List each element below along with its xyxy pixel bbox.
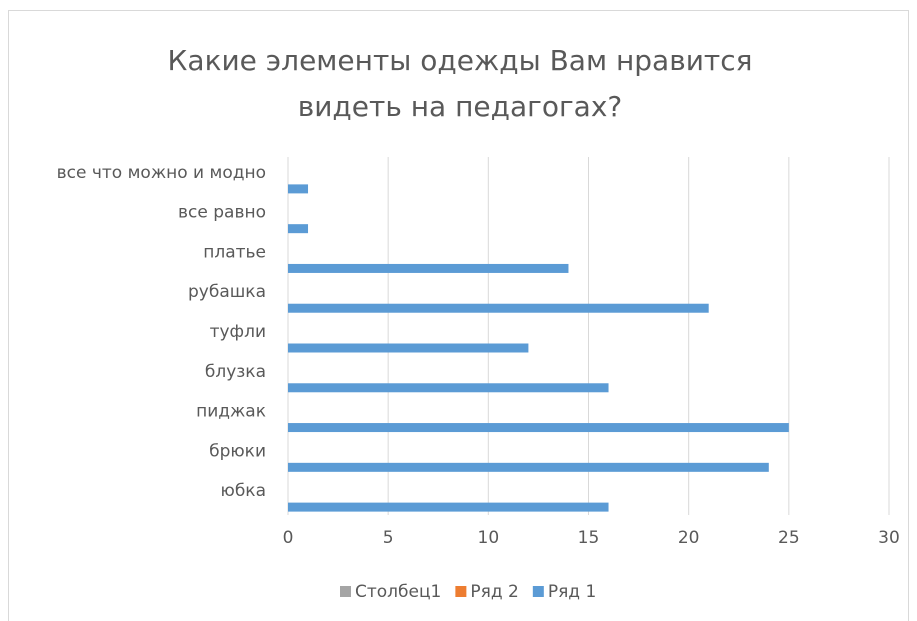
bar: [288, 303, 709, 313]
legend-swatch: [532, 586, 544, 597]
chart-border: [8, 10, 909, 621]
chart-title: Какие элементы одежды Вам нравится видет…: [167, 44, 753, 123]
x-tick-label: 0: [283, 528, 294, 548]
x-tick-label: 5: [383, 528, 394, 548]
x-tick-label: 10: [478, 528, 500, 548]
x-tick-label: 15: [578, 528, 600, 548]
x-tick-label: 20: [678, 528, 700, 548]
legend-label: Ряд 2: [470, 582, 518, 602]
y-tick-label: блузка: [205, 362, 266, 382]
x-tick-label: 25: [778, 528, 800, 548]
bar: [288, 383, 609, 393]
bar: [288, 184, 309, 194]
y-tick-label: брюки: [209, 441, 266, 461]
y-tick-label: пиджак: [196, 402, 266, 422]
bar: [288, 462, 769, 472]
y-tick-label: юбка: [221, 481, 266, 501]
y-tick-label: рубашка: [188, 282, 266, 302]
bar: [288, 263, 569, 273]
y-tick-label: все равно: [178, 203, 266, 223]
y-tick-label: все что можно и модно: [57, 163, 266, 183]
legend-label: Ряд 1: [548, 582, 596, 602]
legend-label: Столбец1: [355, 582, 441, 602]
bar: [288, 502, 609, 512]
y-tick-label: туфли: [210, 322, 266, 342]
y-tick-label: платье: [203, 242, 266, 262]
bar: [288, 224, 309, 234]
legend-swatch: [340, 586, 351, 597]
bar: [288, 343, 529, 353]
legend-swatch: [455, 586, 467, 597]
bar: [288, 423, 789, 433]
x-tick-label: 30: [878, 528, 900, 548]
